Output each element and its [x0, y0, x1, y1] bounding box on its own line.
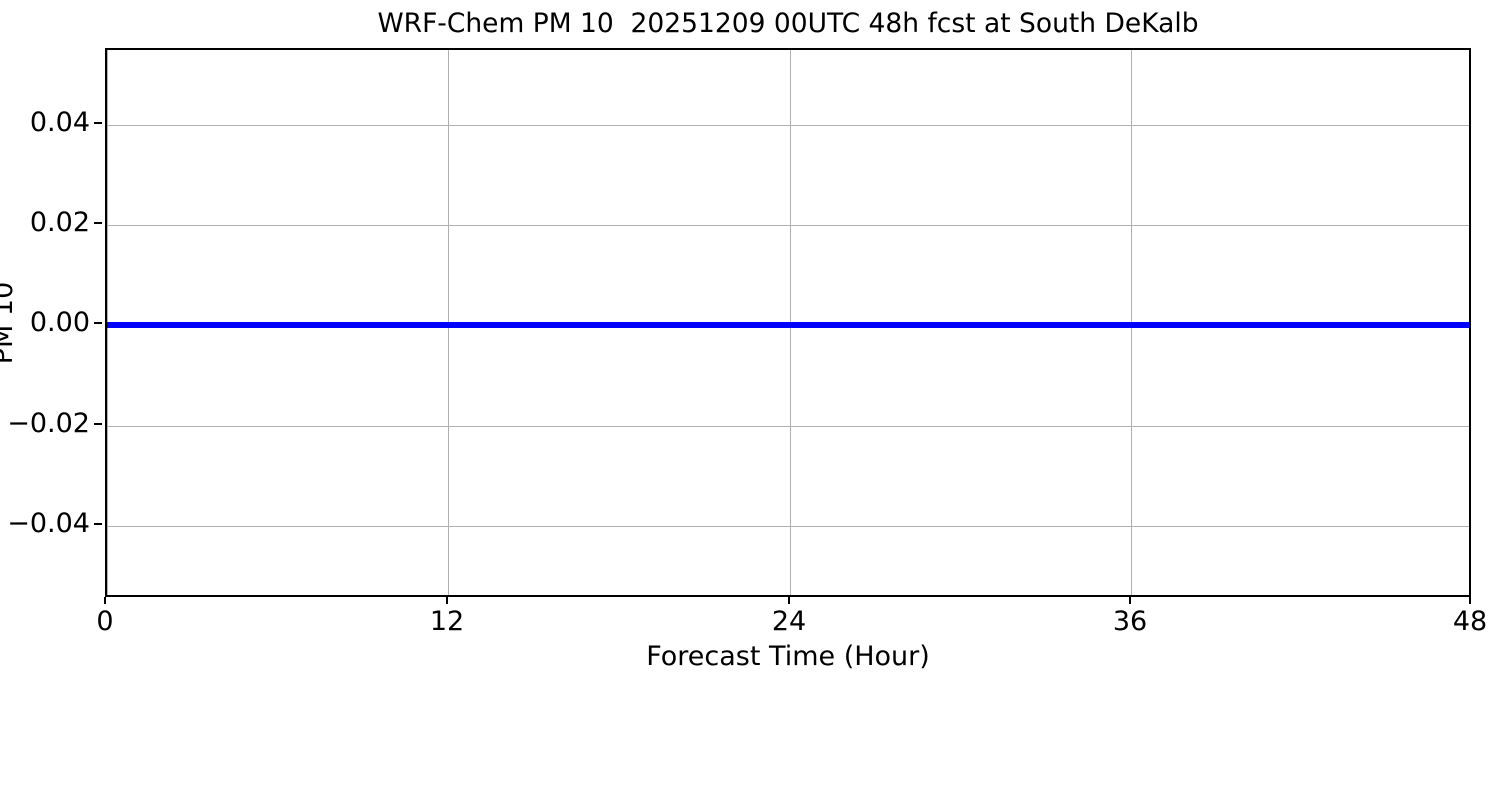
- xtick-label: 12: [429, 606, 465, 637]
- y-axis-label: PM 10: [0, 281, 19, 364]
- plot-area: [107, 50, 1469, 595]
- ytick-label: −0.02: [7, 408, 90, 439]
- xtick-mark: [104, 597, 106, 604]
- ytick-mark: [94, 423, 102, 425]
- xtick-mark: [446, 597, 448, 604]
- gridline-horizontal: [107, 225, 1469, 226]
- xtick-label: 36: [1112, 606, 1148, 637]
- xtick-mark: [788, 597, 790, 604]
- y-axis-label-clip: PM 10: [0, 48, 20, 597]
- ytick-mark: [94, 322, 102, 324]
- chart-title: WRF-Chem PM 10 20251209 00UTC 48h fcst a…: [377, 8, 1199, 39]
- ytick-label: 0.04: [29, 107, 90, 138]
- ytick-mark: [94, 222, 102, 224]
- gridline-horizontal: [107, 125, 1469, 126]
- ytick-label: 0.02: [29, 207, 90, 238]
- ytick-mark: [94, 523, 102, 525]
- x-axis-label: Forecast Time (Hour): [646, 641, 930, 672]
- ytick-label: −0.04: [7, 508, 90, 539]
- ytick-mark: [94, 122, 102, 124]
- gridline-horizontal: [107, 426, 1469, 427]
- xtick-mark: [1469, 597, 1471, 604]
- xtick-label: 24: [771, 606, 807, 637]
- ytick-label: 0.00: [29, 307, 90, 338]
- plot-axes: [105, 48, 1471, 597]
- xtick-label: 0: [96, 606, 114, 637]
- xtick-mark: [1129, 597, 1131, 604]
- xtick-label: 48: [1452, 606, 1488, 637]
- gridline-horizontal: [107, 526, 1469, 527]
- data-series-pm10: [107, 322, 1469, 328]
